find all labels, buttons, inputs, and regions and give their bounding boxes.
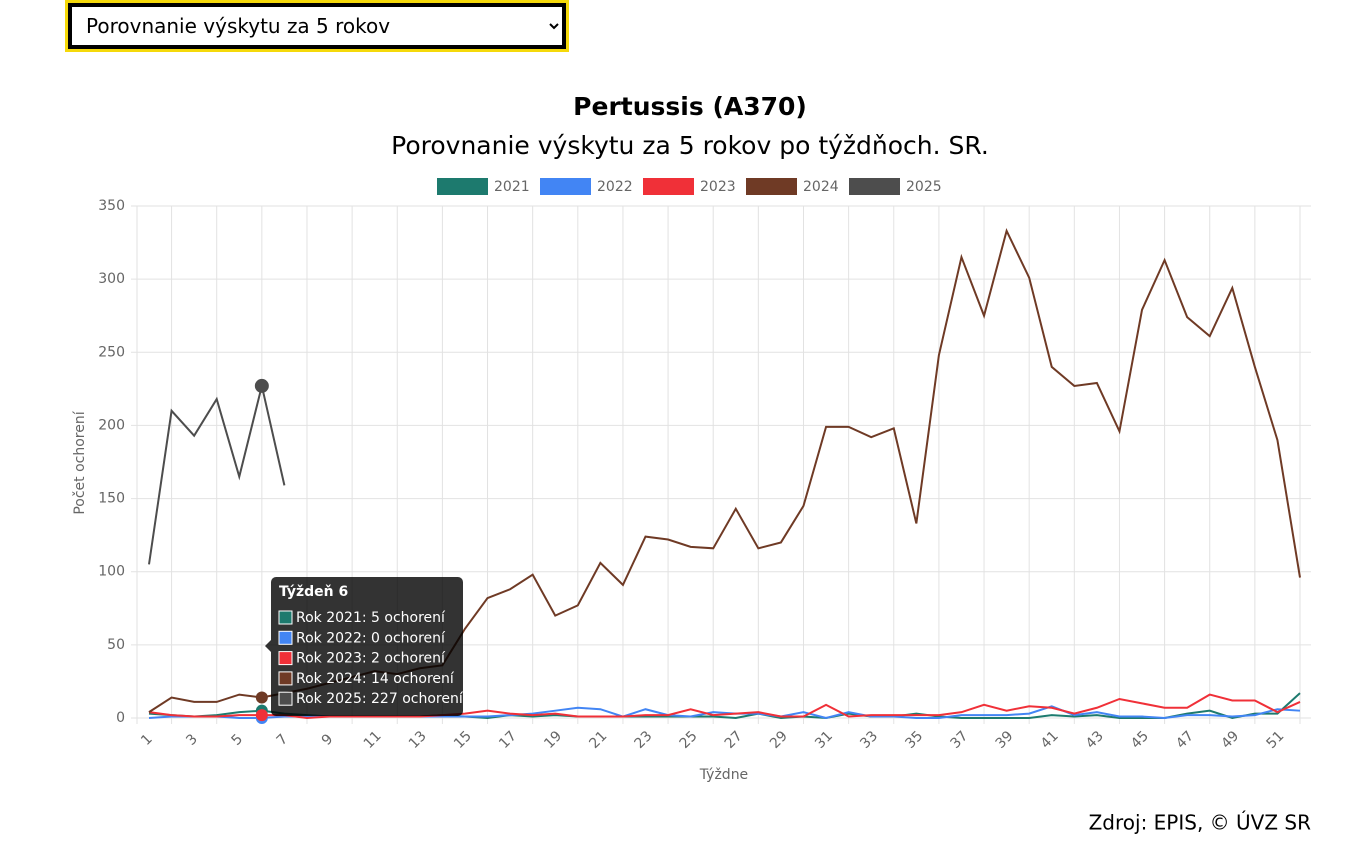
dropdown[interactable]: Porovnanie výskytu za 5 rokov [68, 3, 566, 49]
x-tick-label: 3 [183, 731, 201, 749]
x-tick-label: 29 [767, 728, 791, 752]
x-tick-label: 47 [1173, 728, 1197, 752]
y-tick-label: 100 [98, 564, 125, 580]
x-tick-label: 13 [406, 728, 430, 752]
tooltip-item: Rok 2023: 2 ochorení [296, 651, 446, 667]
tooltip-item: Rok 2022: 0 ochorení [296, 630, 446, 646]
y-tick-label: 250 [98, 344, 125, 360]
tooltip-title: Týždeň 6 [279, 584, 348, 600]
x-tick-label: 23 [632, 728, 656, 752]
x-tick-label: 9 [319, 731, 337, 749]
x-axis-label: Týždne [699, 767, 748, 783]
legend-swatch [746, 178, 797, 195]
tooltip-swatch [278, 691, 293, 706]
tooltip-item: Rok 2021: 5 ochorení [296, 610, 446, 626]
legend-label: 2024 [803, 179, 839, 195]
series-line [148, 693, 1301, 720]
x-tick-label: 43 [1083, 728, 1107, 752]
y-tick-label: 150 [98, 491, 125, 507]
legend-swatch [643, 178, 694, 195]
legend-label: 2022 [597, 179, 633, 195]
tooltip-swatch [278, 630, 293, 645]
y-tick-label: 0 [116, 710, 125, 726]
legend-swatch [437, 178, 488, 195]
x-tick-label: 49 [1218, 728, 1242, 752]
dropdown-frame: Porovnanie výskytu za 5 rokov [65, 0, 569, 52]
tooltip-swatch [278, 651, 293, 666]
hover-point [255, 691, 268, 704]
x-tick-label: 19 [541, 728, 565, 752]
legend-swatch [540, 178, 591, 195]
chart-title: Pertussis (A370) [573, 92, 807, 121]
x-tick-label: 5 [228, 731, 246, 749]
tooltip-swatch [278, 671, 293, 686]
hover-point [255, 709, 268, 722]
x-tick-label: 35 [902, 728, 926, 752]
x-tick-label: 27 [722, 728, 746, 752]
hover-point [254, 378, 269, 393]
x-tick-label: 39 [993, 728, 1017, 752]
tooltip-swatch [278, 610, 293, 625]
x-tick-label: 7 [274, 731, 292, 749]
y-tick-label: 200 [98, 417, 125, 433]
legend-label: 2025 [906, 179, 942, 195]
x-tick-label: 37 [948, 728, 972, 752]
tooltip-item: Rok 2025: 227 ochorení [296, 691, 464, 707]
tooltip-box [271, 577, 463, 716]
x-tick-label: 1 [138, 731, 156, 749]
x-tick-label: 21 [586, 728, 610, 752]
source: Zdroj: EPIS, © ÚVZ SR [1089, 811, 1312, 835]
chart-subtitle: Porovnanie výskytu za 5 rokov po týždňoc… [391, 131, 989, 160]
x-tick-label: 33 [857, 728, 881, 752]
x-tick-label: 51 [1263, 728, 1287, 752]
tooltip-item: Rok 2024: 14 ochorení [296, 671, 455, 687]
x-tick-label: 25 [677, 728, 701, 752]
legend-label: 2021 [494, 179, 530, 195]
y-axis-label: Počet ochorení [72, 410, 88, 514]
legend-label: 2023 [700, 179, 736, 195]
x-tick-label: 15 [451, 728, 475, 752]
y-tick-label: 300 [98, 271, 125, 287]
tooltip: Týždeň 6 Rok 2021: 5 ochorení Rok 2022: 0 … [265, 577, 464, 716]
x-tick-label: 41 [1038, 728, 1062, 752]
y-tick-label: 350 [98, 198, 125, 214]
y-tick-label: 50 [107, 637, 125, 653]
x-tick-label: 17 [496, 728, 520, 752]
x-tick-label: 45 [1128, 728, 1152, 752]
legend-swatch [849, 178, 900, 195]
tooltip-caret [265, 640, 271, 652]
x-tick-label: 11 [361, 728, 385, 752]
x-tick-label: 31 [812, 728, 836, 752]
